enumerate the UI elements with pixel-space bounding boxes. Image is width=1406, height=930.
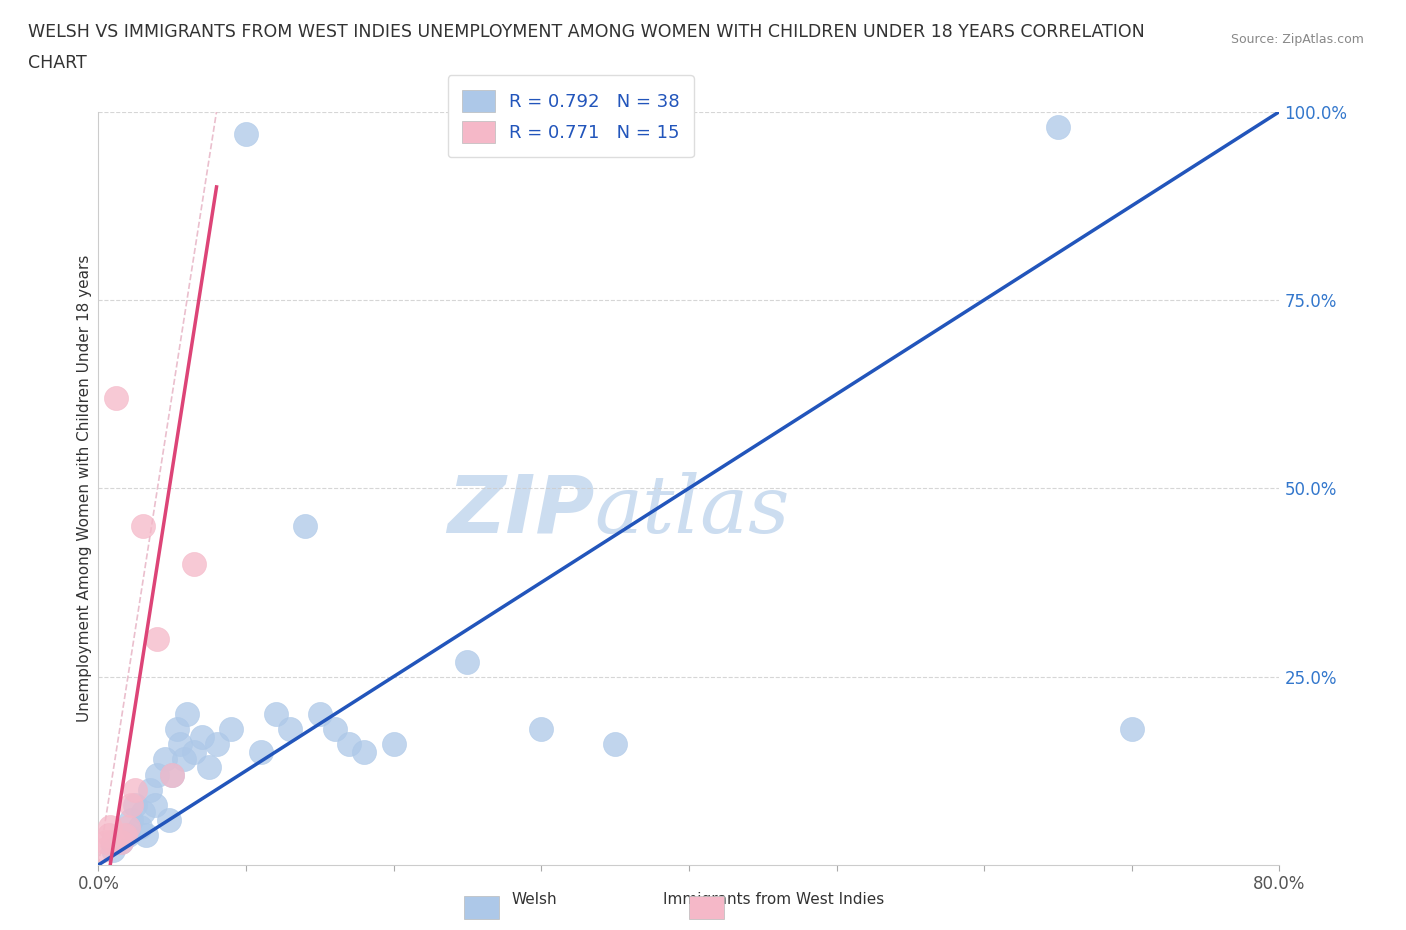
Point xyxy=(353,744,375,759)
Point xyxy=(132,804,155,819)
Point xyxy=(162,767,183,782)
Point xyxy=(124,797,146,812)
Point xyxy=(264,707,287,722)
Point xyxy=(110,835,132,850)
Point xyxy=(309,707,332,722)
Point xyxy=(339,737,361,751)
Point xyxy=(97,828,120,843)
Text: Welsh: Welsh xyxy=(512,892,557,907)
Point xyxy=(146,767,169,782)
Point xyxy=(457,654,479,669)
Point xyxy=(235,126,257,141)
Point xyxy=(153,752,176,767)
Point xyxy=(1047,119,1070,134)
Point xyxy=(132,519,155,534)
Point xyxy=(205,737,228,751)
Point xyxy=(110,835,132,850)
Point xyxy=(117,820,139,835)
Point xyxy=(103,843,125,857)
Point xyxy=(120,812,142,827)
Text: CHART: CHART xyxy=(28,54,87,72)
Text: WELSH VS IMMIGRANTS FROM WEST INDIES UNEMPLOYMENT AMONG WOMEN WITH CHILDREN UNDE: WELSH VS IMMIGRANTS FROM WEST INDIES UNE… xyxy=(28,23,1144,41)
Point xyxy=(91,843,114,857)
Point xyxy=(162,767,183,782)
Point xyxy=(139,782,162,797)
Point xyxy=(382,737,405,751)
Point xyxy=(191,729,214,744)
Point xyxy=(605,737,627,751)
Point xyxy=(183,556,205,571)
Text: Source: ZipAtlas.com: Source: ZipAtlas.com xyxy=(1230,33,1364,46)
Point xyxy=(250,744,273,759)
Point xyxy=(176,707,198,722)
Text: ZIP: ZIP xyxy=(447,472,595,550)
Legend: R = 0.792   N = 38, R = 0.771   N = 15: R = 0.792 N = 38, R = 0.771 N = 15 xyxy=(447,75,695,157)
Point xyxy=(198,760,221,775)
Point xyxy=(221,722,243,737)
Point xyxy=(173,752,195,767)
Point xyxy=(323,722,346,737)
Point xyxy=(124,782,146,797)
Point xyxy=(280,722,302,737)
Y-axis label: Unemployment Among Women with Children Under 18 years: Unemployment Among Women with Children U… xyxy=(77,255,91,722)
Point xyxy=(1121,722,1143,737)
Point xyxy=(146,631,169,646)
Point xyxy=(117,828,139,843)
Point xyxy=(128,820,150,835)
Point xyxy=(143,797,166,812)
Point xyxy=(157,812,180,827)
Text: Immigrants from West Indies: Immigrants from West Indies xyxy=(662,892,884,907)
Point xyxy=(169,737,191,751)
Point xyxy=(105,391,128,405)
Point xyxy=(114,828,136,843)
Point xyxy=(166,722,188,737)
Point xyxy=(294,519,316,534)
Point xyxy=(120,797,142,812)
Point xyxy=(135,828,157,843)
Point xyxy=(103,835,125,850)
Text: atlas: atlas xyxy=(595,472,790,550)
Point xyxy=(183,744,205,759)
Point xyxy=(98,820,121,835)
Point xyxy=(94,835,117,850)
Point xyxy=(530,722,553,737)
